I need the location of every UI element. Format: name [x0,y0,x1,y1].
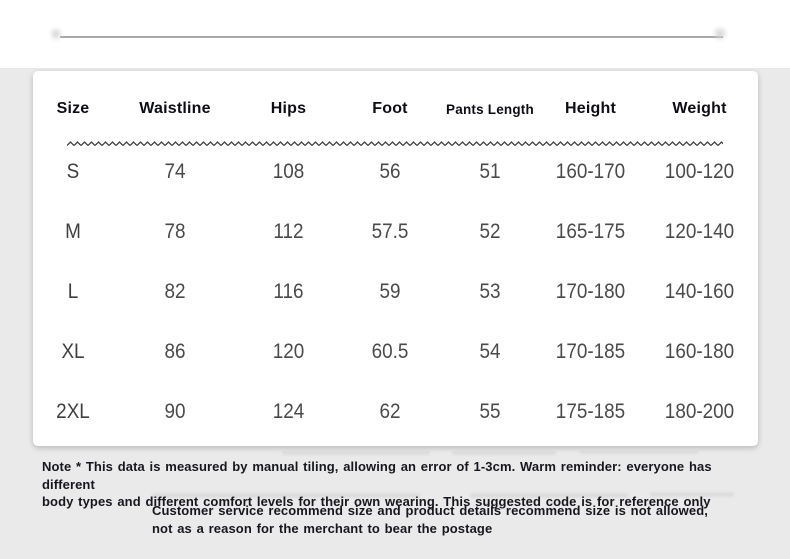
cell-height: 170-180 [555,280,626,303]
faint-watermark [152,493,420,498]
cell-foot: 60.5 [371,340,409,363]
cell-pants-length: 52 [479,220,501,243]
cell-height: 175-185 [555,400,626,423]
cell-pants-length: 55 [479,400,501,423]
cell-weight: 180-200 [664,400,735,423]
cell-waistline: 78 [164,220,186,243]
cell-waistline: 86 [164,340,186,363]
cell-foot: 59 [379,280,401,303]
cell-waistline: 90 [164,400,186,423]
cell-waistline: 82 [164,280,186,303]
cell-waistline: 74 [164,160,186,183]
faint-watermark [650,492,734,497]
cell-size: 2XL [56,400,90,423]
table-row: XL 86 120 60.5 54 170-185 160-180 [33,322,758,382]
cell-weight: 100-120 [664,160,735,183]
top-line-left-smudge [48,27,64,41]
cell-size: XL [61,340,85,363]
table-row: 2XL 90 124 62 55 175-185 180-200 [33,382,758,442]
column-header-pants-length: Pants Length [446,101,534,117]
cell-pants-length: 51 [479,160,501,183]
cell-hips: 116 [273,280,304,303]
cell-weight: 160-180 [664,340,735,363]
faint-watermark [282,450,430,455]
cell-height: 160-170 [555,160,626,183]
table-row: S 74 108 56 51 160-170 100-120 [33,142,758,202]
table-row: M 78 112 57.5 52 165-175 120-140 [33,202,758,262]
cell-weight: 140-160 [664,280,735,303]
cell-size: S [66,160,80,183]
cell-foot: 57.5 [371,220,409,243]
cell-weight: 120-140 [664,220,735,243]
column-header-waistline: Waistline [139,100,211,117]
faint-watermark [580,449,698,454]
cell-foot: 62 [379,400,401,423]
size-chart-header-row: Size Waistline Hips Foot Pants Length He… [33,71,758,137]
top-divider-line [60,36,723,38]
cell-pants-length: 53 [479,280,501,303]
cell-height: 165-175 [555,220,626,243]
cell-hips: 124 [272,400,305,423]
column-header-hips: Hips [270,100,307,117]
cell-hips: 108 [272,160,305,183]
cell-foot: 56 [379,160,401,183]
cell-size: M [65,220,81,243]
faint-watermark [452,450,556,455]
column-header-size: Size [56,100,90,117]
zigzag-divider [67,134,723,147]
size-chart-body: S 74 108 56 51 160-170 100-120 M 78 112 … [33,142,758,442]
top-line-right-smudge [711,26,729,41]
column-header-weight: Weight [672,100,727,117]
measurement-note: Note * This data is measured by manual t… [42,459,712,509]
postage-note: Customer service recommend size and prod… [152,503,708,536]
column-header-foot: Foot [372,100,408,117]
cell-pants-length: 54 [479,340,501,363]
column-header-height: Height [565,100,616,117]
faint-watermark [470,493,628,498]
cell-size: L [67,280,79,303]
cell-hips: 112 [273,220,304,243]
size-chart-card: Size Waistline Hips Foot Pants Length He… [33,71,758,446]
cell-height: 170-185 [555,340,626,363]
cell-hips: 120 [272,340,305,363]
table-row: L 82 116 59 53 170-180 140-160 [33,262,758,322]
